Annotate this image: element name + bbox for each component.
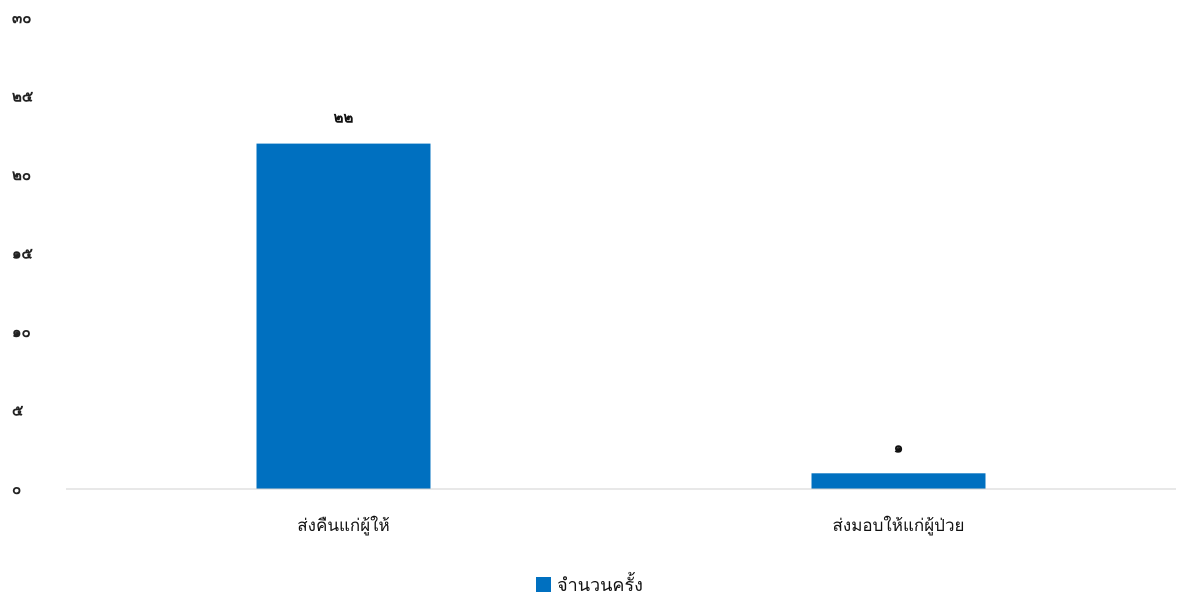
bar: [256, 143, 431, 489]
data-label: ๑: [894, 438, 904, 456]
x-category-label: ส่งมอบให้แก่ผู้ป่วย: [833, 515, 965, 536]
y-tick-label: ๒๐: [12, 166, 31, 184]
y-tick-label: ๑๐: [12, 323, 31, 341]
legend: จำนวนครั้ง: [0, 570, 1179, 599]
x-axis-categories: ส่งคืนแก่ผู้ให้ ส่งมอบให้แก่ผู้ป่วย: [297, 515, 964, 536]
y-tick-label: ๑๕: [12, 245, 34, 263]
bars: [256, 143, 986, 489]
y-tick-label: ๒๕: [12, 88, 34, 106]
legend-swatch: [536, 577, 552, 592]
y-tick-label: ๐: [12, 480, 21, 498]
y-axis-ticks: ๐ ๕ ๑๐ ๑๕ ๒๐ ๒๕ ๓๐: [12, 9, 34, 498]
y-tick-label: ๓๐: [12, 9, 31, 27]
y-tick-label: ๕: [12, 402, 24, 420]
data-labels: ๒๒๑: [334, 109, 904, 457]
bar: [811, 473, 986, 489]
x-category-label: ส่งคืนแก่ผู้ให้: [297, 515, 389, 536]
data-label: ๒๒: [334, 109, 354, 127]
legend-label: จำนวนครั้ง: [557, 575, 643, 596]
